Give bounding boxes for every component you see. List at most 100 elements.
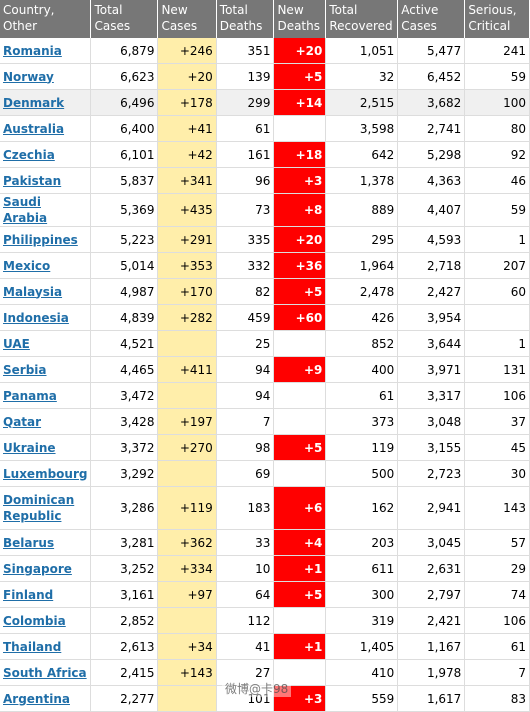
country-link[interactable]: Thailand bbox=[3, 639, 62, 654]
active-cases-cell: 1,978 bbox=[397, 659, 466, 686]
table-header-row: Country, Other Total Cases New Cases Tot… bbox=[0, 0, 530, 38]
active-cases-cell: 2,741 bbox=[397, 115, 466, 142]
country-link[interactable]: Ukraine bbox=[3, 440, 56, 455]
serious-critical-cell: 131 bbox=[464, 356, 530, 383]
total-recovered-cell: 426 bbox=[325, 304, 399, 331]
country-link[interactable]: Qatar bbox=[3, 414, 42, 429]
column-header[interactable]: New Deaths bbox=[273, 0, 327, 38]
column-header[interactable]: Serious, Critical bbox=[464, 0, 530, 38]
active-cases-cell: 3,971 bbox=[397, 356, 466, 383]
country-link[interactable]: Colombia bbox=[3, 613, 66, 628]
table-row: Saudi Arabia 5,369 +435 73 +8 889 4,407 59 bbox=[0, 193, 530, 227]
column-header[interactable]: Country, Other bbox=[0, 0, 92, 38]
country-cell: Czechia bbox=[0, 141, 92, 168]
total-cases-cell: 6,400 bbox=[90, 115, 159, 142]
total-recovered-cell: 400 bbox=[325, 356, 399, 383]
total-deaths-cell: 299 bbox=[216, 89, 275, 116]
table-row: Luxembourg 3,292 69 500 2,723 30 bbox=[0, 460, 530, 487]
country-link[interactable]: Pakistan bbox=[3, 173, 62, 188]
country-link[interactable]: Denmark bbox=[3, 95, 65, 110]
total-deaths-cell: 112 bbox=[216, 607, 275, 634]
serious-critical-cell: 29 bbox=[464, 555, 530, 582]
table-row: Finland 3,161 +97 64 +5 300 2,797 74 bbox=[0, 581, 530, 608]
country-link[interactable]: Romania bbox=[3, 43, 62, 58]
serious-critical-cell: 7 bbox=[464, 659, 530, 686]
country-cell: Mexico bbox=[0, 252, 92, 279]
total-cases-cell: 4,987 bbox=[90, 278, 159, 305]
total-cases-cell: 6,623 bbox=[90, 63, 159, 90]
table-row: Denmark 6,496 +178 299 +14 2,515 3,682 100 bbox=[0, 89, 530, 116]
serious-critical-cell: 1 bbox=[464, 226, 530, 253]
serious-critical-cell: 100 bbox=[464, 89, 530, 116]
total-recovered-cell: 852 bbox=[325, 330, 399, 357]
column-header[interactable]: Total Recovered bbox=[325, 0, 399, 38]
total-cases-cell: 6,101 bbox=[90, 141, 159, 168]
country-cell: Philippines bbox=[0, 226, 92, 253]
country-link[interactable]: Finland bbox=[3, 587, 54, 602]
new-cases-cell: +119 bbox=[157, 486, 217, 530]
column-header[interactable]: New Cases bbox=[157, 0, 217, 38]
column-header[interactable]: Total Cases bbox=[90, 0, 159, 38]
column-header[interactable]: Active Cases bbox=[397, 0, 466, 38]
country-link[interactable]: Luxembourg bbox=[3, 466, 88, 481]
new-deaths-cell: +60 bbox=[273, 304, 327, 331]
country-link[interactable]: Norway bbox=[3, 69, 54, 84]
country-cell: Argentina bbox=[0, 685, 92, 712]
new-deaths-cell: +1 bbox=[273, 555, 327, 582]
table-row: Philippines 5,223 +291 335 +20 295 4,593 1 bbox=[0, 226, 530, 253]
total-cases-cell: 5,369 bbox=[90, 193, 159, 227]
column-header[interactable]: Total Deaths bbox=[216, 0, 275, 38]
country-link[interactable]: Argentina bbox=[3, 691, 70, 706]
new-cases-cell: +197 bbox=[157, 408, 217, 435]
country-link[interactable]: Saudi Arabia bbox=[3, 195, 48, 225]
serious-critical-cell: 45 bbox=[464, 434, 530, 461]
total-cases-cell: 3,161 bbox=[90, 581, 159, 608]
country-link[interactable]: Dominican Republic bbox=[3, 493, 75, 523]
table-row: Thailand 2,613 +34 41 +1 1,405 1,167 61 bbox=[0, 633, 530, 660]
country-link[interactable]: Belarus bbox=[3, 535, 55, 550]
serious-critical-cell: 83 bbox=[464, 685, 530, 712]
active-cases-cell: 4,363 bbox=[397, 167, 466, 194]
country-cell: Finland bbox=[0, 581, 92, 608]
total-recovered-cell: 611 bbox=[325, 555, 399, 582]
country-link[interactable]: Czechia bbox=[3, 147, 55, 162]
table-row: Norway 6,623 +20 139 +5 32 6,452 59 bbox=[0, 63, 530, 90]
total-deaths-cell: 96 bbox=[216, 167, 275, 194]
country-link[interactable]: Philippines bbox=[3, 232, 78, 247]
total-recovered-cell: 1,964 bbox=[325, 252, 399, 279]
country-link[interactable]: Australia bbox=[3, 121, 65, 136]
serious-critical-cell: 106 bbox=[464, 607, 530, 634]
total-recovered-cell: 1,378 bbox=[325, 167, 399, 194]
country-link[interactable]: Malaysia bbox=[3, 284, 63, 299]
total-recovered-cell: 162 bbox=[325, 486, 399, 530]
total-recovered-cell: 203 bbox=[325, 529, 399, 556]
total-recovered-cell: 32 bbox=[325, 63, 399, 90]
country-link[interactable]: Singapore bbox=[3, 561, 72, 576]
country-link[interactable]: Serbia bbox=[3, 362, 47, 377]
total-cases-cell: 3,286 bbox=[90, 486, 159, 530]
active-cases-cell: 2,718 bbox=[397, 252, 466, 279]
new-cases-cell: +341 bbox=[157, 167, 217, 194]
total-recovered-cell: 559 bbox=[325, 685, 399, 712]
country-link[interactable]: Indonesia bbox=[3, 310, 69, 325]
new-deaths-cell: +14 bbox=[273, 89, 327, 116]
country-link[interactable]: South Africa bbox=[3, 665, 87, 680]
country-link[interactable]: UAE bbox=[3, 336, 30, 351]
active-cases-cell: 4,407 bbox=[397, 193, 466, 227]
country-link[interactable]: Mexico bbox=[3, 258, 51, 273]
active-cases-cell: 2,941 bbox=[397, 486, 466, 530]
total-deaths-cell: 73 bbox=[216, 193, 275, 227]
total-cases-cell: 5,223 bbox=[90, 226, 159, 253]
active-cases-cell: 3,644 bbox=[397, 330, 466, 357]
total-recovered-cell: 410 bbox=[325, 659, 399, 686]
active-cases-cell: 3,045 bbox=[397, 529, 466, 556]
serious-critical-cell: 61 bbox=[464, 633, 530, 660]
serious-critical-cell: 207 bbox=[464, 252, 530, 279]
country-cell: Luxembourg bbox=[0, 460, 92, 487]
new-cases-cell: +20 bbox=[157, 63, 217, 90]
active-cases-cell: 6,452 bbox=[397, 63, 466, 90]
serious-critical-cell: 80 bbox=[464, 115, 530, 142]
new-deaths-cell bbox=[273, 382, 327, 409]
country-link[interactable]: Panama bbox=[3, 388, 57, 403]
total-cases-cell: 5,837 bbox=[90, 167, 159, 194]
